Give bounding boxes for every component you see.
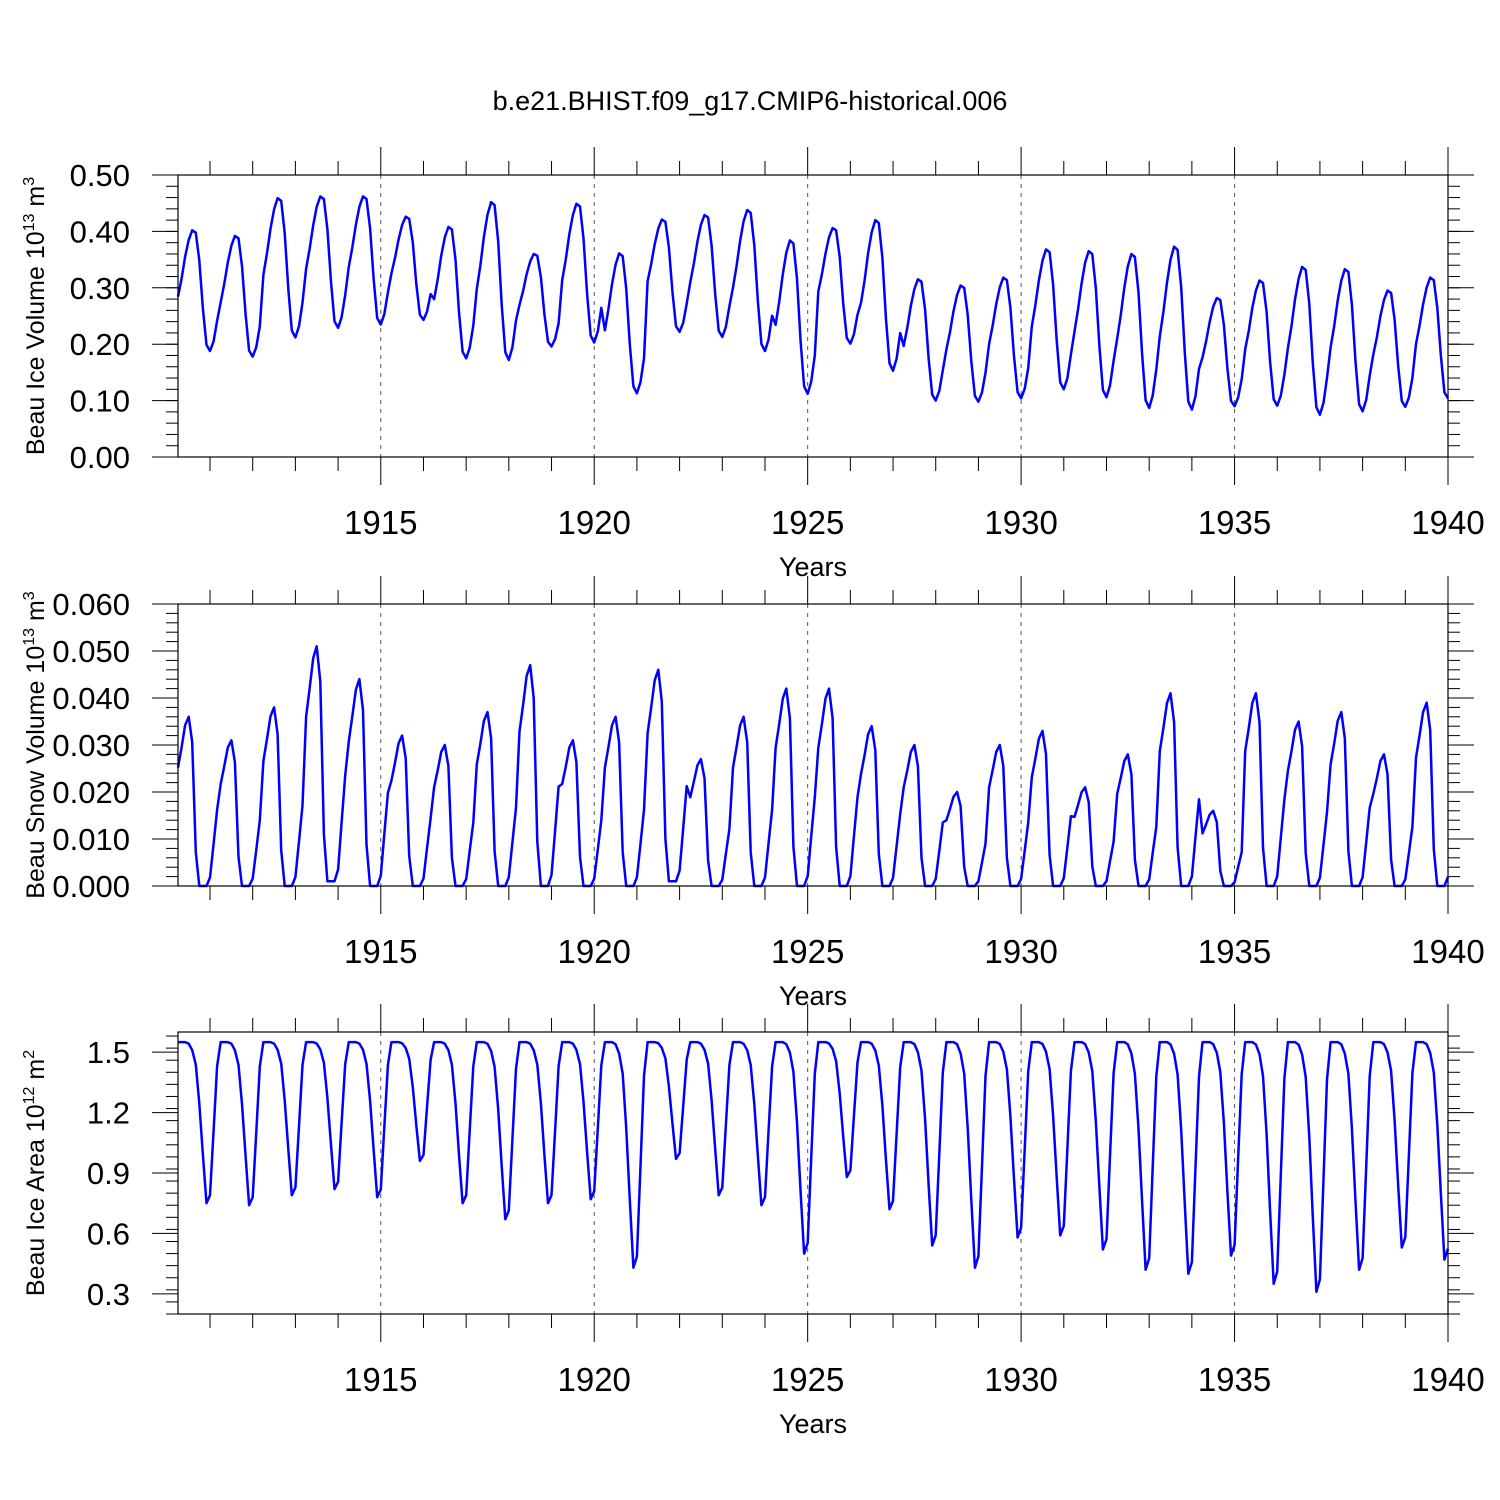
x-tick-label: 1925 <box>771 504 844 541</box>
x-tick-label: 1920 <box>558 504 631 541</box>
panel-1: 0.00 0.10 0.20 0.30 0.40 0.50 1915 1920 1925 1930… <box>21 147 1485 582</box>
series-line <box>176 195 1450 416</box>
y-axis-title-unit-exponent: 3 <box>21 177 38 186</box>
x-tick-label: 1930 <box>984 933 1057 970</box>
series-line <box>176 645 1450 888</box>
x-tick-label: 1940 <box>1411 1361 1484 1398</box>
x-tick-label: 1920 <box>558 1361 631 1398</box>
y-tick-label: 0.050 <box>52 634 130 669</box>
x-tick-label: 1915 <box>344 1361 417 1398</box>
y-axis-title: Beau Snow Volume 1013 m3 <box>21 591 50 899</box>
y-tick-label: 0.9 <box>87 1156 130 1191</box>
y-tick-label: 1.2 <box>87 1096 130 1131</box>
x-tick-label: 1915 <box>344 933 417 970</box>
y-axis-title-unit: m <box>22 186 50 214</box>
y-axis-title-exponent: 13 <box>21 628 38 646</box>
y-axis-title-unit: m <box>22 600 50 628</box>
panel-3: 0.3 0.6 0.9 1.2 1.5 1915 1920 1925 1930 1935 1940 Y… <box>21 1004 1485 1439</box>
y-tick-label: 0.010 <box>52 822 130 857</box>
plot-frame <box>177 603 1449 887</box>
y-tick-label: 0.30 <box>70 271 130 306</box>
x-tick-label: 1940 <box>1411 504 1484 541</box>
y-tick-label: 0.00 <box>70 440 130 475</box>
x-tick-label: 1920 <box>558 933 631 970</box>
chart-title: b.e21.BHIST.f09_g17.CMIP6-historical.006 <box>493 86 1008 116</box>
y-axis-title-main: Beau Snow Volume 10 <box>22 646 50 899</box>
panels-group: 0.00 0.10 0.20 0.30 0.40 0.50 1915 1920 1925 1930… <box>21 147 1485 1439</box>
series-line <box>178 1040 1450 1294</box>
y-tick-label: 0.020 <box>52 775 130 810</box>
x-axis-title: Years <box>779 1409 847 1439</box>
x-tick-label: 1930 <box>984 1361 1057 1398</box>
y-axis-title-unit-exponent: 2 <box>21 1050 38 1059</box>
x-tick-label: 1935 <box>1198 504 1271 541</box>
x-tick-label: 1935 <box>1198 933 1271 970</box>
panel-2: 0.000 0.010 0.020 0.030 0.040 0.050 0.060 1915 1… <box>21 576 1485 1011</box>
y-axis-title-main: Beau Ice Area 10 <box>22 1104 50 1296</box>
plot-frame <box>177 1031 1449 1315</box>
y-axis-title: Beau Ice Area 1012 m2 <box>21 1050 50 1296</box>
y-tick-label: 0.10 <box>70 384 130 419</box>
y-axis-title: Beau Ice Volume 1013 m3 <box>21 177 50 455</box>
y-tick-label: 1.5 <box>87 1035 130 1070</box>
x-tick-label: 1940 <box>1411 933 1484 970</box>
y-tick-label: 0.20 <box>70 327 130 362</box>
y-axis-title-main: Beau Ice Volume 10 <box>22 231 50 455</box>
y-axis-title-unit-exponent: 3 <box>21 591 38 600</box>
y-axis-title-unit: m <box>22 1059 50 1087</box>
x-axis-title: Years <box>779 981 847 1011</box>
y-axis-title-exponent: 13 <box>21 213 38 231</box>
y-tick-label: 0.50 <box>70 158 130 193</box>
y-tick-label: 0.030 <box>52 728 130 763</box>
x-tick-label: 1925 <box>771 933 844 970</box>
y-tick-label: 0.6 <box>87 1216 130 1251</box>
y-tick-label: 0.3 <box>87 1277 130 1312</box>
y-tick-label: 0.040 <box>52 681 130 716</box>
x-tick-label: 1915 <box>344 504 417 541</box>
y-tick-label: 0.000 <box>52 869 130 904</box>
x-tick-label: 1935 <box>1198 1361 1271 1398</box>
y-axis-title-exponent: 12 <box>21 1086 38 1104</box>
y-tick-label: 0.060 <box>52 587 130 622</box>
x-tick-label: 1930 <box>984 504 1057 541</box>
x-tick-label: 1925 <box>771 1361 844 1398</box>
y-tick-label: 0.40 <box>70 214 130 249</box>
plot-frame <box>177 174 1449 458</box>
x-axis-title: Years <box>779 552 847 582</box>
